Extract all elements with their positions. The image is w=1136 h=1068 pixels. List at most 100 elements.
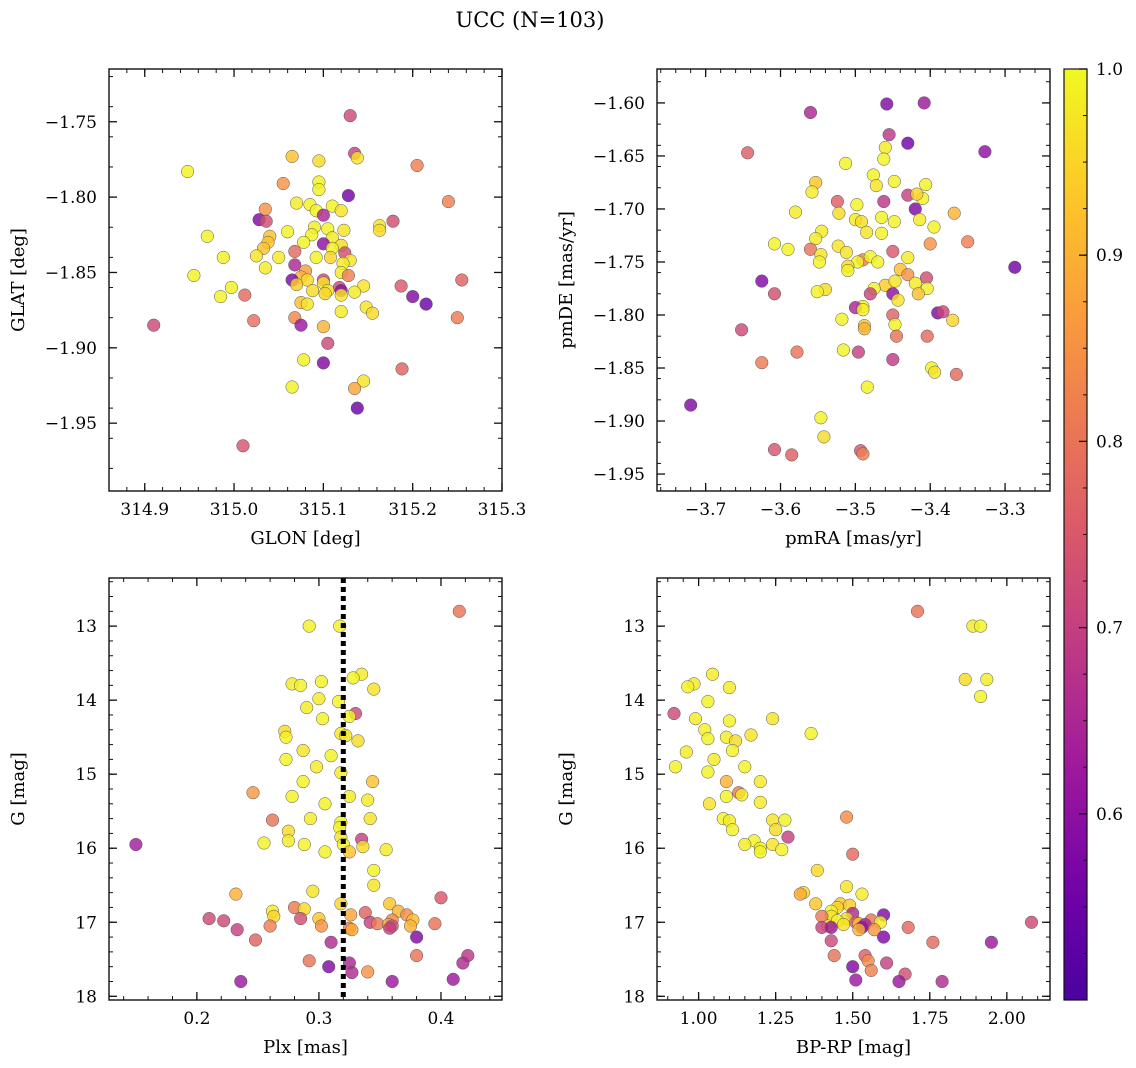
- data-point: [684, 398, 698, 412]
- data-point: [888, 317, 902, 332]
- data-point: [334, 204, 348, 218]
- data-point: [324, 749, 338, 763]
- data-point: [804, 726, 818, 741]
- data-point: [923, 237, 937, 251]
- data-point: [841, 263, 855, 278]
- data-point: [835, 312, 849, 326]
- data-point: [781, 242, 795, 256]
- data-point: [719, 789, 733, 803]
- data-point: [351, 734, 365, 748]
- data-point: [385, 974, 399, 989]
- colorbar: 0.6 0.7 0.8 0.9 1.0: [1063, 60, 1123, 1001]
- plot-frame: [656, 68, 1051, 492]
- data-point: [257, 836, 271, 850]
- x-tick-label: 314.9: [120, 500, 169, 520]
- data-point: [263, 919, 277, 933]
- scatter-points: [667, 604, 1039, 989]
- data-point: [309, 250, 323, 264]
- x-tick-label: 1.25: [757, 1009, 795, 1029]
- data-point: [679, 745, 693, 759]
- y-tick-label: −1.90: [593, 412, 645, 432]
- data-point: [294, 678, 308, 692]
- data-point: [363, 812, 377, 826]
- data-point: [701, 732, 715, 746]
- data-point: [300, 701, 314, 715]
- data-point: [216, 250, 230, 264]
- x-tick-label: 315.3: [478, 500, 527, 520]
- data-point: [367, 863, 381, 877]
- data-point: [788, 205, 803, 219]
- data-point: [316, 208, 330, 222]
- data-point: [272, 250, 286, 264]
- colorbar-tick-label: 0.7: [1096, 619, 1123, 639]
- data-point: [935, 974, 949, 989]
- data-point: [875, 210, 889, 224]
- data-point: [854, 215, 868, 229]
- data-point: [410, 949, 424, 963]
- data-point: [297, 353, 311, 367]
- data-point: [860, 225, 874, 239]
- data-point: [901, 251, 915, 265]
- data-point: [312, 183, 326, 197]
- data-point: [961, 235, 975, 249]
- data-point: [863, 287, 877, 301]
- data-point: [258, 261, 272, 275]
- data-point: [920, 329, 934, 343]
- data-point: [719, 775, 733, 789]
- data-point: [753, 845, 767, 859]
- y-tick-label: 16: [623, 839, 645, 859]
- y-tick-label: 16: [75, 839, 97, 859]
- data-point: [316, 712, 330, 726]
- data-point: [446, 972, 460, 986]
- plot-frame: [108, 577, 503, 1001]
- x-tick-label: −3.6: [760, 500, 801, 520]
- data-point: [851, 345, 865, 359]
- data-point: [926, 935, 940, 949]
- data-point: [846, 960, 860, 974]
- data-point: [725, 743, 740, 758]
- data-point: [839, 245, 853, 259]
- data-point: [314, 675, 328, 689]
- y-axis-label: G [mag]: [8, 752, 29, 825]
- data-point: [817, 430, 831, 444]
- data-point: [978, 145, 992, 159]
- y-axis-label: GLAT [deg]: [8, 228, 29, 332]
- y-tick-label: 15: [623, 765, 645, 785]
- data-point: [290, 196, 304, 210]
- colorbar-tick-label: 0.9: [1096, 246, 1123, 266]
- data-point: [882, 128, 896, 142]
- data-point: [246, 786, 260, 800]
- data-point: [259, 214, 273, 228]
- data-point: [366, 775, 380, 789]
- data-point: [187, 268, 201, 283]
- data-point: [949, 367, 963, 381]
- x-tick-label: 1.75: [911, 1009, 949, 1029]
- data-point: [701, 765, 715, 779]
- axis-ticks: 314.9 315.0 315.1 315.2 315.3 −1.75 −1.80 −1.85…: [45, 69, 526, 520]
- data-point: [306, 884, 320, 898]
- scatter-points: [147, 109, 469, 453]
- data-point: [735, 788, 749, 802]
- data-point: [181, 164, 195, 179]
- y-tick-label: −1.70: [593, 200, 645, 220]
- data-point: [856, 447, 870, 461]
- data-point: [312, 154, 326, 168]
- data-point: [846, 847, 860, 861]
- data-point: [769, 823, 783, 837]
- data-point: [927, 220, 941, 234]
- data-point: [767, 443, 782, 457]
- data-point: [279, 730, 293, 744]
- data-point: [877, 930, 891, 944]
- data-point: [735, 323, 749, 337]
- data-point: [877, 194, 891, 209]
- data-point: [129, 837, 143, 852]
- data-point: [667, 706, 681, 721]
- data-point: [1008, 260, 1022, 274]
- data-point: [350, 401, 364, 415]
- data-point: [805, 185, 819, 199]
- axis-ticks: 0.2 0.3 0.4 13 14 15 16 17 18: [75, 578, 502, 1029]
- data-point: [296, 775, 310, 789]
- data-point: [247, 314, 261, 328]
- data-point: [867, 923, 881, 937]
- data-point: [984, 935, 998, 949]
